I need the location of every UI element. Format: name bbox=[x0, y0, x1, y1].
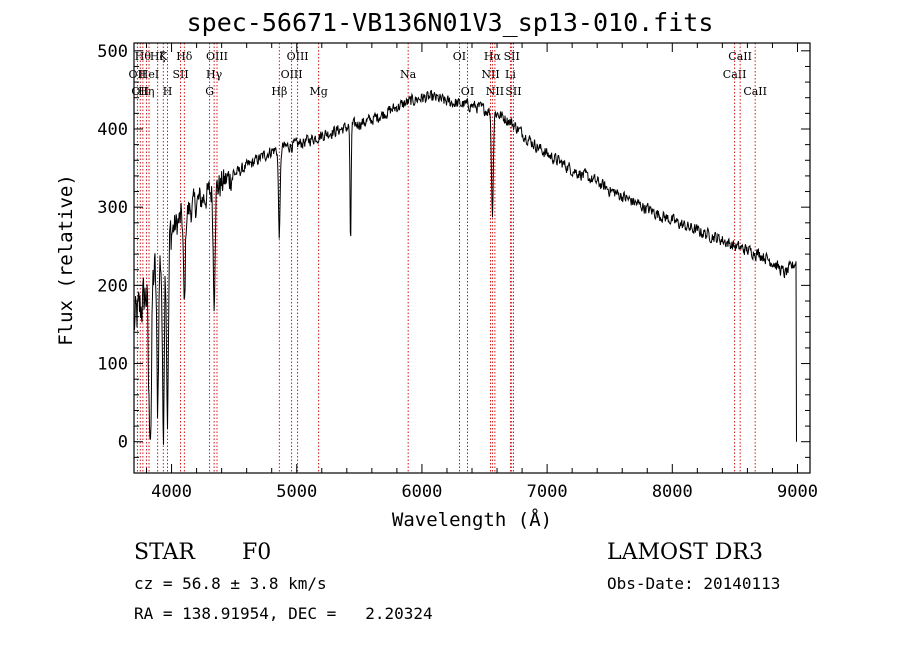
y-tick-label: 200 bbox=[97, 276, 128, 296]
line-marker-label: OIII bbox=[206, 50, 228, 63]
line-marker-label: Hβ bbox=[271, 85, 287, 98]
line-marker-label: OI bbox=[461, 85, 474, 98]
line-marker-label: OIII bbox=[281, 68, 303, 81]
line-marker-label: Hζ bbox=[150, 50, 166, 63]
x-tick-label: 7000 bbox=[527, 482, 568, 502]
line-marker-label: OI bbox=[453, 50, 466, 63]
line-marker-label: Li bbox=[505, 68, 516, 81]
x-axis-label: Wavelength (Å) bbox=[391, 509, 553, 531]
redshift-text: cz = 56.8 ± 3.8 km/s bbox=[134, 574, 327, 593]
obs-date: Obs-Date: 20140113 bbox=[607, 574, 781, 593]
line-marker-label: CaII bbox=[743, 85, 767, 98]
line-marker-label: OII bbox=[129, 68, 147, 81]
line-marker-label: SII bbox=[172, 68, 188, 81]
y-tick-label: 300 bbox=[97, 198, 128, 218]
line-marker-label: NII bbox=[481, 68, 499, 81]
coordinates: RA = 138.91954, DEC = 2.20324 bbox=[134, 604, 433, 623]
x-tick-label: 5000 bbox=[276, 482, 317, 502]
line-marker-label: Hδ bbox=[176, 50, 193, 63]
line-marker-label: Hθ bbox=[135, 50, 152, 63]
line-marker-label: CaII bbox=[728, 50, 752, 63]
axis-ticks: 4000 5000 6000 7000 8000 9000 0 100 200 300 400 500 bbox=[97, 42, 818, 502]
survey-name: LAMOST DR3 bbox=[607, 540, 763, 565]
object-class: STAR bbox=[134, 540, 195, 565]
line-marker-label: CaII bbox=[723, 68, 747, 81]
line-marker-label: Hη bbox=[138, 85, 154, 98]
x-tick-label: 8000 bbox=[652, 482, 693, 502]
x-tick-label: 9000 bbox=[777, 482, 818, 502]
y-tick-label: 500 bbox=[97, 42, 128, 62]
y-tick-label: 400 bbox=[97, 120, 128, 140]
y-tick-label: 100 bbox=[97, 355, 128, 375]
spectrum-layer bbox=[133, 89, 797, 445]
line-marker-label: Mg bbox=[309, 85, 327, 98]
line-marker-label: SII bbox=[505, 85, 521, 98]
line-markers: OII OII Hθ Hη HeI HζK H SII Hδ G Hγ OIII Hβ OIII OIII M… bbox=[129, 43, 767, 473]
plot-frame bbox=[133, 42, 811, 474]
line-marker-label: G bbox=[205, 85, 214, 98]
line-marker-label: Hα bbox=[484, 50, 502, 63]
spectrum-line bbox=[133, 89, 797, 445]
line-marker-label: HeI bbox=[139, 68, 159, 81]
y-tick-label: 0 bbox=[118, 433, 128, 453]
x-tick-label: 4000 bbox=[151, 482, 192, 502]
chart-title: spec-56671-VB136N01V3_sp13-010.fits bbox=[186, 8, 714, 37]
line-marker-label: NII bbox=[486, 85, 504, 98]
y-axis-label: Flux (relative) bbox=[55, 174, 77, 346]
x-tick-label: 6000 bbox=[401, 482, 442, 502]
line-marker-label: OII bbox=[131, 85, 149, 98]
line-marker-label: K bbox=[159, 50, 168, 63]
object-subclass: F0 bbox=[242, 540, 272, 565]
line-marker-label: Na bbox=[400, 68, 417, 81]
line-marker-label: OIII bbox=[287, 50, 309, 63]
line-marker-label: Hγ bbox=[206, 68, 223, 81]
line-marker-label: SII bbox=[504, 50, 520, 63]
line-marker-label: H bbox=[163, 85, 173, 98]
